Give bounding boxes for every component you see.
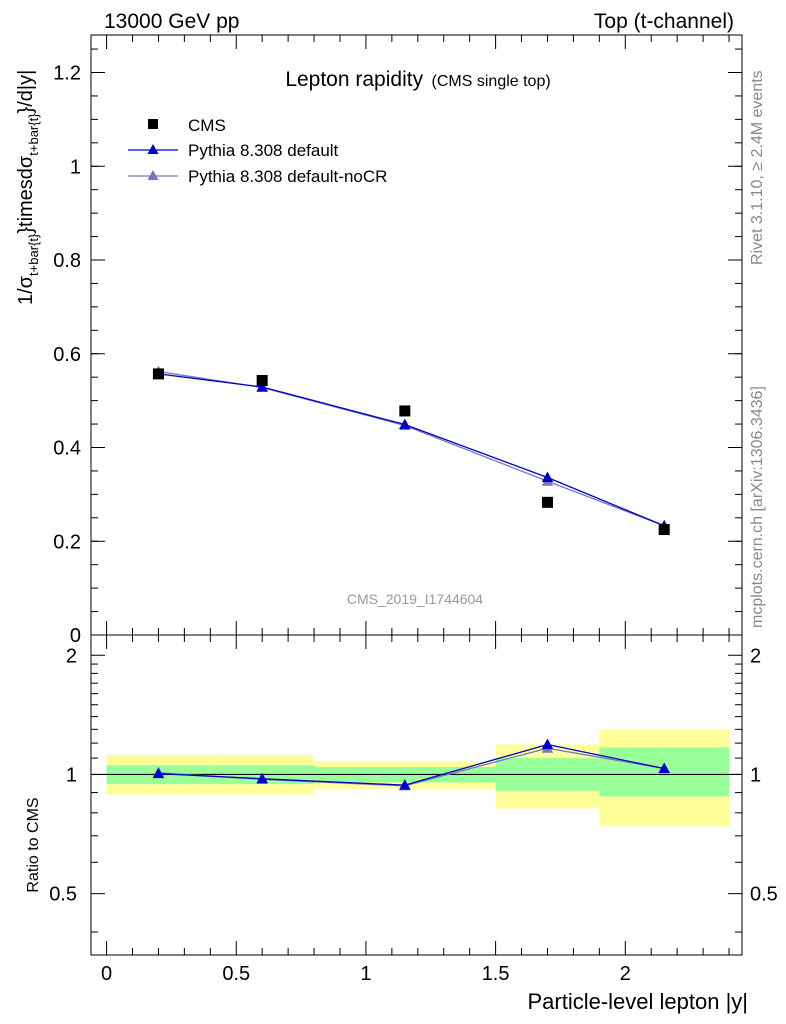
y-tick-label: 0 xyxy=(70,625,81,647)
y-tick-label: 0.4 xyxy=(53,438,81,460)
legend-marker-nocr xyxy=(147,170,159,180)
ratio-y-tick-label: 0.5 xyxy=(49,884,77,906)
header-right: Top (t-channel) xyxy=(594,10,734,33)
data-point-cms xyxy=(256,374,268,386)
y-tick-label: 0.6 xyxy=(53,344,81,366)
plot-title-main: Lepton rapidity xyxy=(285,68,423,91)
ratio-uncertainty-bands xyxy=(91,729,742,827)
data-point-pythia-default xyxy=(399,418,411,430)
x-axis-label: Particle-level lepton |y| xyxy=(527,989,748,1014)
mcplots-label: mcplots.cern.ch [arXiv:1306.3436] xyxy=(749,386,766,628)
y-tick-label: 1 xyxy=(70,156,81,178)
ratio-point-pythia-default xyxy=(658,762,670,774)
legend-label-nocr: Pythia 8.308 default-noCR xyxy=(188,167,387,186)
data-point-pythia-default xyxy=(541,471,554,482)
ratio-y-tick-label-right: 0.5 xyxy=(750,884,778,906)
main-y-axis-label: 1/σt+bar{t}}timesdσt+bar{t}}/d|y| xyxy=(15,70,41,305)
ratio-point-pythia-default xyxy=(256,772,268,784)
ratio-y-tick-label: 1 xyxy=(66,764,77,786)
ratio-y-axis: 0.5 0.5 1 1 2 2 xyxy=(49,645,778,933)
main-x-axis xyxy=(106,35,730,635)
data-point-cms xyxy=(658,524,670,536)
data-point-pythia-default xyxy=(256,381,268,392)
data-point-cms xyxy=(399,405,411,417)
x-tick-label: 0.5 xyxy=(222,963,250,985)
ratio-point-pythia-default xyxy=(152,767,165,779)
x-tick-label: 2 xyxy=(620,963,631,985)
header-left: 13000 GeV pp xyxy=(104,10,239,33)
ratio-x-axis: 0 0.5 1 1.5 2 xyxy=(101,635,730,985)
plot-title: Lepton rapidity (CMS single top) xyxy=(285,68,550,91)
ratio-point-pythia-default xyxy=(541,738,554,750)
x-tick-label: 1 xyxy=(360,963,371,985)
ratio-y-axis-label: Ratio to CMS xyxy=(25,797,42,892)
ratio-y-tick-label-right: 1 xyxy=(750,764,761,786)
y-tick-label: 1.2 xyxy=(53,63,81,85)
legend-label-default: Pythia 8.308 default xyxy=(188,141,339,160)
data-point-cms xyxy=(541,496,553,508)
main-data-series xyxy=(152,365,670,536)
x-tick-label: 1.5 xyxy=(482,963,510,985)
legend-marker-cms xyxy=(148,119,158,129)
ratio-y-tick-label-right: 2 xyxy=(750,645,761,667)
legend-label-cms: CMS xyxy=(188,116,226,135)
ratio-point-pythia-default xyxy=(399,779,411,790)
analysis-watermark: CMS_2019_I1744604 xyxy=(347,591,483,607)
y-tick-label: 0.8 xyxy=(53,250,81,272)
data-point-cms xyxy=(152,368,164,380)
rivet-label: Rivet 3.1.10, ≥ 2.4M events xyxy=(749,70,766,265)
plot-title-sub: (CMS single top) xyxy=(432,73,551,90)
legend: CMS Pythia 8.308 default Pythia 8.308 de… xyxy=(128,116,387,186)
y-tick-label: 0.2 xyxy=(53,531,81,553)
legend-marker-default xyxy=(147,144,159,154)
ratio-panel xyxy=(90,634,743,956)
x-tick-label: 0 xyxy=(101,963,112,985)
ratio-data-series xyxy=(152,738,670,791)
ratio-y-tick-label: 2 xyxy=(66,645,77,667)
main-panel xyxy=(90,34,743,636)
main-y-axis: 0 0.2 0.4 0.6 0.8 1 1.2 xyxy=(53,48,742,647)
